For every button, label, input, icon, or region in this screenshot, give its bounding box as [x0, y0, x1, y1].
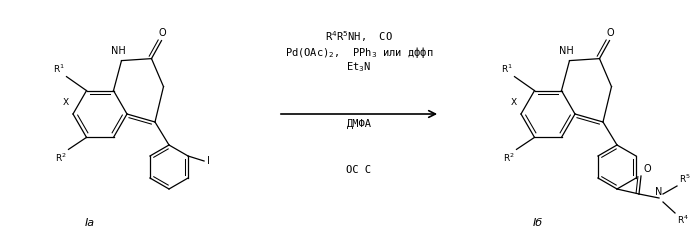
Text: R$^5$: R$^5$	[679, 173, 691, 185]
Text: NH: NH	[559, 46, 574, 56]
Text: R$^2$: R$^2$	[503, 151, 514, 164]
Text: O: O	[159, 28, 167, 38]
Text: X: X	[63, 98, 69, 107]
Text: Iб: Iб	[533, 218, 543, 228]
Text: Et$_3$N: Et$_3$N	[346, 60, 372, 74]
Text: Pd(OAc)$_2$,  PPh$_3$ или дффп: Pd(OAc)$_2$, PPh$_3$ или дффп	[285, 45, 433, 60]
Text: R$^2$: R$^2$	[55, 151, 66, 164]
Text: R$^1$: R$^1$	[500, 62, 512, 75]
Text: R$^1$: R$^1$	[52, 62, 64, 75]
Text: O: O	[643, 164, 650, 174]
Text: X: X	[511, 98, 517, 107]
Text: O: O	[607, 28, 615, 38]
Text: ОС С: ОС С	[346, 165, 372, 175]
Text: R$^4$: R$^4$	[677, 214, 689, 227]
Text: N: N	[655, 187, 663, 197]
Text: Iа: Iа	[85, 218, 95, 228]
Text: R$^4$R$^5$NH,  CO: R$^4$R$^5$NH, CO	[325, 30, 393, 44]
Text: NH: NH	[111, 46, 126, 56]
Text: ДМФА: ДМФА	[346, 119, 372, 129]
Text: I: I	[207, 156, 210, 166]
